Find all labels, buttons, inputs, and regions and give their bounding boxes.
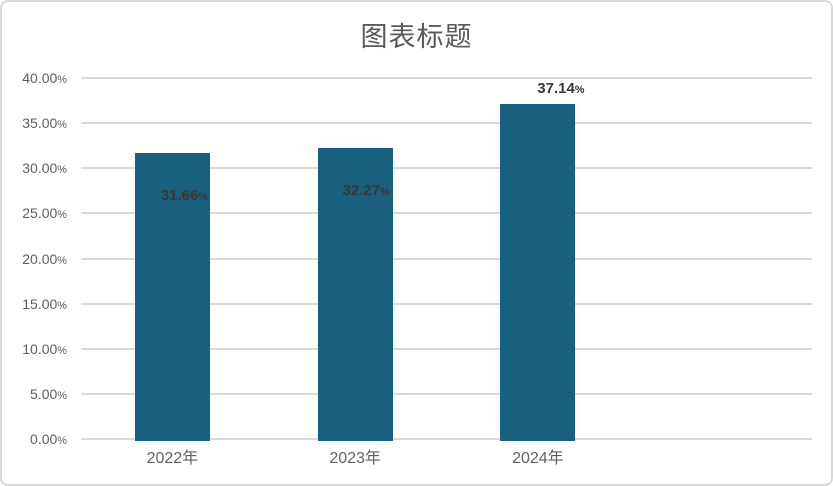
x-tick-label: 2023年 <box>329 450 381 467</box>
bar-2024年 <box>500 103 576 441</box>
y-tick-label: 40.00% <box>22 70 67 86</box>
data-label: 31.66% <box>160 187 208 205</box>
data-label: 32.27% <box>342 181 390 199</box>
bar-2023年 <box>317 147 393 441</box>
chart-title: 图表标题 <box>360 22 473 52</box>
gridline <box>81 167 812 170</box>
gridline <box>81 347 812 350</box>
x-tick-label: 2022年 <box>146 450 199 467</box>
y-tick-label: 35.00% <box>22 115 67 132</box>
gridline <box>81 77 812 79</box>
plot-area: 31.66% 32.27% 37.14% <box>81 77 812 441</box>
y-tick-label: 0.00% <box>30 431 67 447</box>
gridline <box>81 122 812 125</box>
y-tick-label: 5.00% <box>30 385 67 402</box>
data-label: 37.14% <box>537 79 585 97</box>
x-tick-label: 2024年 <box>512 450 564 467</box>
gridline <box>81 392 812 395</box>
y-tick-label: 25.00% <box>22 205 67 222</box>
gridline <box>81 302 812 305</box>
y-tick-label: 15.00% <box>22 295 67 312</box>
bar-2022年 <box>134 153 210 441</box>
gridline <box>81 257 812 260</box>
y-tick-label: 20.00% <box>22 250 67 267</box>
y-tick-label: 30.00% <box>22 160 67 177</box>
y-tick-label: 10.00% <box>22 340 67 357</box>
gridline <box>81 438 812 440</box>
gridline <box>81 212 812 215</box>
